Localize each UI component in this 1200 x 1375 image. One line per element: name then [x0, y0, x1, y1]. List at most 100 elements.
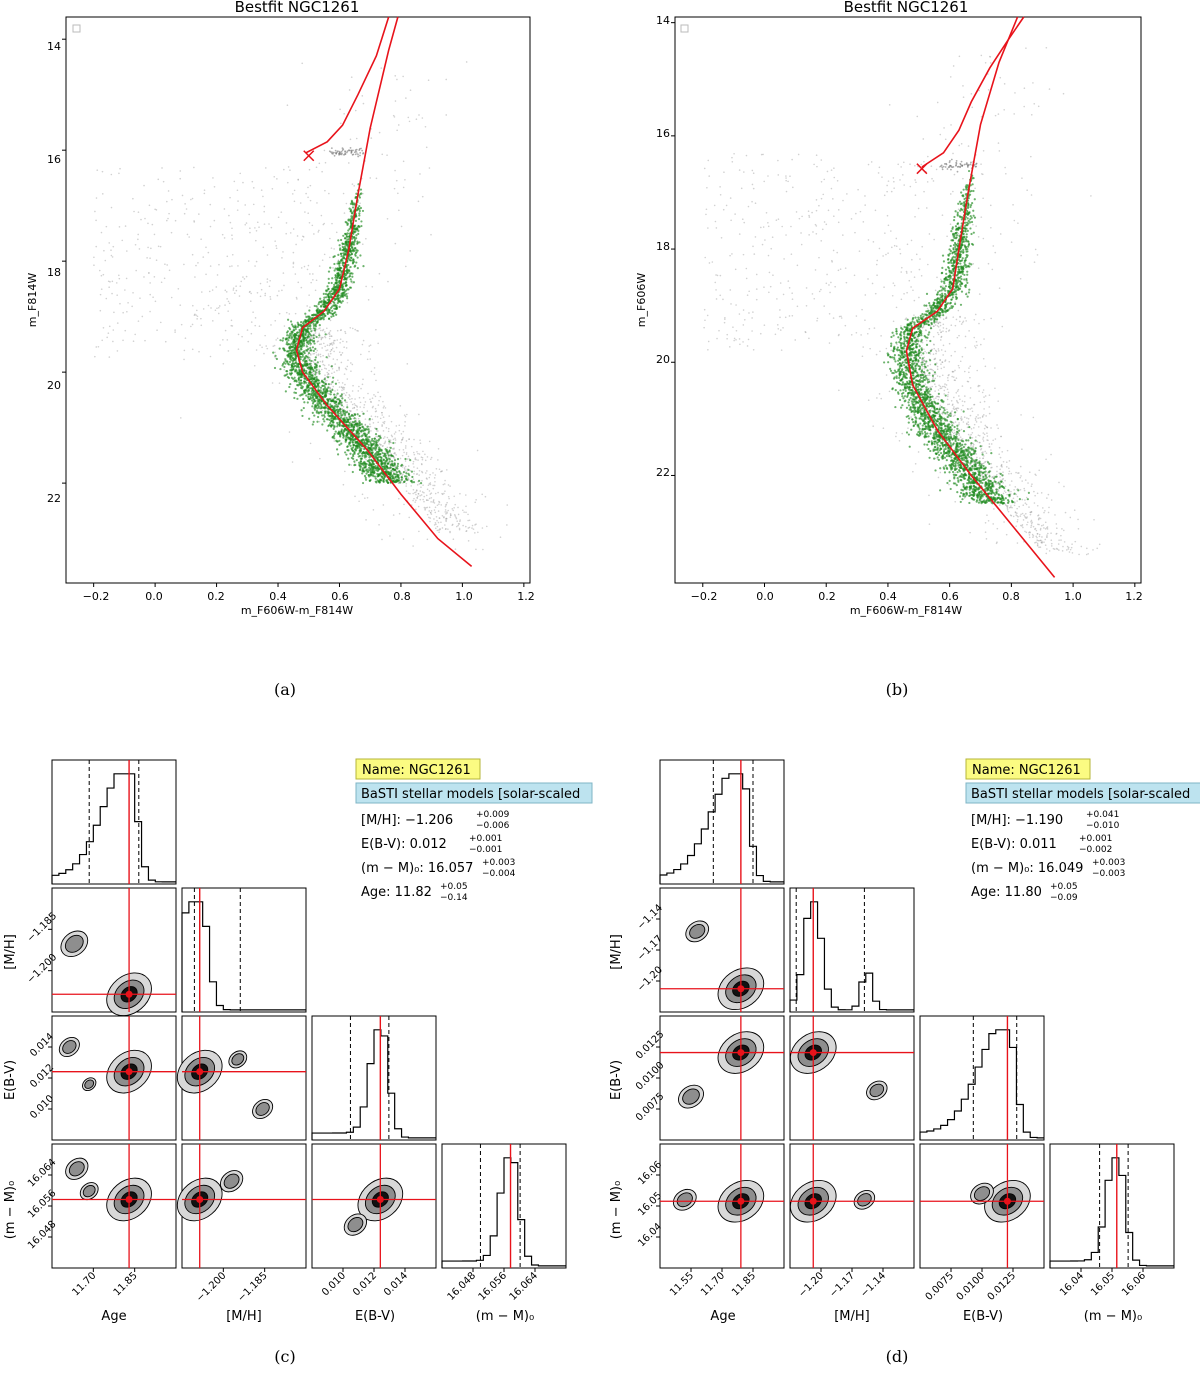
a-field-star — [151, 223, 154, 226]
a-field-star — [331, 344, 334, 346]
a-member-star — [369, 446, 372, 450]
a-field-star — [349, 138, 352, 141]
b-field-star — [779, 282, 782, 284]
a-member-star — [340, 301, 343, 304]
a-field-star — [354, 109, 357, 112]
a-member-star — [366, 459, 369, 463]
a-member-star — [322, 305, 326, 308]
a-field-star — [405, 490, 408, 492]
a-member-star — [363, 466, 366, 469]
b-field-star — [914, 164, 916, 167]
b-field-star — [1046, 536, 1048, 538]
a-field-star — [401, 438, 404, 440]
b-field-star — [1020, 475, 1022, 477]
b-field-star — [862, 221, 865, 223]
a-member-star — [333, 288, 336, 291]
a-member-star — [356, 256, 359, 259]
b-field-star — [888, 104, 891, 106]
a-member-star — [311, 395, 315, 398]
a-member-star — [344, 439, 348, 442]
a-field-star — [239, 285, 242, 287]
a-field-star — [333, 248, 335, 250]
b-field-star — [924, 350, 926, 353]
a-field-star — [291, 193, 294, 195]
b-field-star — [1036, 254, 1039, 256]
a-field-star — [313, 352, 316, 355]
a-field-star — [465, 505, 467, 508]
a-member-star — [375, 441, 378, 444]
b-field-star — [985, 538, 988, 540]
a-member-star — [288, 360, 292, 364]
a-field-star — [166, 219, 168, 222]
a-field-star — [362, 102, 365, 105]
a-member-star — [393, 463, 396, 466]
b-field-star — [837, 221, 840, 224]
a-member-star — [293, 347, 296, 350]
a-field-star — [252, 203, 255, 206]
a-member-star — [321, 379, 324, 382]
panel-a-ytick: 20 — [47, 379, 61, 392]
b-field-star — [983, 408, 985, 410]
a-field-star — [249, 227, 251, 230]
a-field-star — [308, 221, 311, 224]
a-member-star — [290, 352, 294, 355]
b-field-star — [833, 167, 835, 169]
a-field-star — [359, 202, 361, 205]
a-field-star — [364, 424, 367, 426]
a-member-star — [326, 376, 330, 379]
a-field-star — [221, 233, 224, 236]
a-field-star — [292, 251, 295, 254]
b-field-star — [839, 268, 842, 270]
b-field-star — [978, 434, 981, 437]
a-member-star — [335, 400, 338, 403]
a-field-star — [243, 278, 246, 280]
a-field-star — [475, 523, 477, 525]
a-field-star — [311, 336, 313, 338]
b-field-star — [1002, 492, 1005, 495]
a-field-star — [400, 441, 403, 444]
a-member-star — [399, 481, 402, 484]
a-member-star — [388, 440, 391, 443]
b-field-star — [998, 446, 1001, 449]
a-member-star — [348, 274, 352, 278]
a-field-star — [419, 442, 422, 445]
a-field-star — [415, 118, 418, 120]
a-field-star — [333, 371, 336, 373]
b-field-star — [951, 410, 953, 412]
a-member-star — [321, 423, 324, 426]
b-field-star — [874, 292, 877, 295]
b-field-star — [954, 301, 956, 304]
a-field-star — [303, 265, 306, 268]
a-field-star — [404, 445, 407, 447]
a-field-star — [382, 416, 385, 418]
a-member-star — [339, 252, 343, 255]
a-field-star — [193, 314, 196, 316]
a-field-star — [139, 297, 141, 299]
b-field-star — [979, 401, 982, 404]
a-member-star — [383, 461, 386, 464]
a-field-star — [323, 335, 326, 338]
a-field-star — [250, 292, 252, 295]
a-member-star — [329, 393, 332, 396]
a-field-star — [285, 232, 287, 235]
a-field-star — [249, 231, 251, 234]
b-field-star — [898, 439, 901, 442]
b-field-star — [971, 431, 974, 434]
a-field-star — [336, 339, 339, 341]
a-field-star — [365, 458, 367, 461]
a-member-star — [369, 463, 372, 466]
a-member-star — [343, 428, 346, 431]
a-hb-star — [333, 154, 336, 157]
panel-a-xtick: 0.2 — [207, 590, 225, 603]
a-member-star — [357, 424, 361, 427]
b-field-star — [1038, 469, 1041, 472]
a-hb-star — [344, 151, 347, 153]
b-field-star — [1020, 414, 1022, 416]
a-member-star — [345, 410, 349, 414]
b-field-star — [719, 274, 722, 277]
panel-a-ytick: 22 — [47, 492, 61, 505]
a-member-star — [362, 468, 365, 471]
a-field-star — [307, 337, 310, 340]
a-member-star — [319, 390, 323, 394]
a-field-star — [205, 246, 207, 249]
